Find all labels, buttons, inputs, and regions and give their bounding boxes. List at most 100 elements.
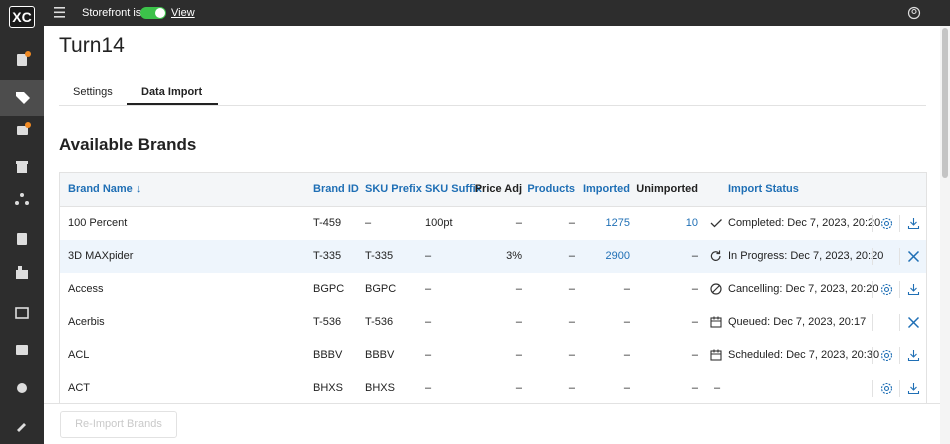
footer-divider (44, 403, 940, 404)
column-header[interactable]: Products (527, 183, 575, 195)
icon-cal (710, 316, 723, 329)
scrollbar (940, 26, 950, 444)
separator (899, 380, 900, 397)
sidebar: XC (0, 0, 44, 444)
table-cell: – (425, 382, 432, 394)
page-title: Turn14 (59, 34, 125, 57)
table-cell: Access (68, 283, 104, 295)
storefront-toggle[interactable] (140, 7, 166, 19)
table-cell: – (425, 349, 432, 361)
table-cell: Scheduled: Dec 7, 2023, 20:30 (728, 349, 880, 361)
table-cell: – (691, 382, 698, 394)
column-header: Unimported (636, 183, 698, 195)
icon-dl[interactable] (907, 382, 920, 395)
table-cell: 3D MAXpider (68, 250, 134, 262)
reimport-button: Re-Import Brands (60, 411, 177, 438)
account-icon[interactable] (907, 6, 921, 20)
icon-check (710, 217, 723, 230)
tab-active[interactable]: Data Import (141, 86, 203, 98)
table-cell: BGPC (313, 283, 345, 295)
table-cell: – (365, 217, 372, 229)
table-cell: – (515, 382, 522, 394)
table-cell: T-335 (365, 250, 394, 262)
column-header[interactable]: SKU Suffix (425, 183, 482, 195)
column-header[interactable]: Import Status (728, 183, 799, 195)
icon-x[interactable] (907, 250, 920, 263)
icon-x[interactable] (907, 316, 920, 329)
table-cell: 3% (506, 250, 522, 262)
icon-gear[interactable] (880, 382, 893, 395)
separator (899, 314, 900, 331)
table-cell: Queued: Dec 7, 2023, 20:17 (728, 316, 867, 328)
table-cell: T-459 (313, 217, 342, 229)
table-cell: – (515, 283, 522, 295)
tab-divider (59, 105, 926, 106)
table-cell: – (691, 283, 698, 295)
table-row (60, 306, 926, 340)
separator (899, 347, 900, 364)
icon-sync (710, 250, 723, 263)
icon-dl[interactable] (907, 283, 920, 296)
table-cell: T-536 (365, 316, 394, 328)
table-cell: – (714, 382, 721, 394)
separator (872, 380, 873, 397)
table-cell: – (568, 316, 575, 328)
icon-gear[interactable] (880, 283, 893, 296)
table-cell: – (623, 349, 630, 361)
menu-icon[interactable] (54, 7, 66, 18)
table-cell: 100pt (425, 217, 453, 229)
table-cell: BBBV (313, 349, 343, 361)
table-cell: 1275 (605, 217, 630, 229)
table-cell: – (425, 250, 432, 262)
table-cell: ACL (68, 349, 90, 361)
nav-icons[interactable] (15, 51, 31, 432)
icon-dl[interactable] (907, 349, 920, 362)
header-row (60, 173, 926, 207)
column-header[interactable]: Brand Name ↓ (68, 183, 142, 195)
table-cell: 2900 (605, 250, 630, 262)
separator (872, 248, 873, 265)
tab[interactable]: Settings (73, 86, 113, 98)
table-cell: BBBV (365, 349, 395, 361)
brands-table: Brand Name ↓ Brand ID SKU Prefix SKU Suffix… (59, 172, 927, 404)
table-cell: – (691, 349, 698, 361)
table-cell: T-536 (313, 316, 342, 328)
section-title: Available Brands (59, 135, 197, 154)
table-cell: Completed: Dec 7, 2023, 20:20 (728, 217, 881, 229)
table-row (60, 372, 926, 404)
table-cell: 100 Percent (68, 217, 128, 229)
column-header[interactable]: Brand ID (313, 183, 359, 195)
icon-ban (710, 283, 723, 296)
table-cell: – (691, 250, 698, 262)
table-cell: – (515, 217, 522, 229)
table-cell: BHXS (365, 382, 395, 394)
table-cell: – (568, 382, 575, 394)
column-header[interactable]: Imported (582, 183, 630, 195)
column-header: Price Adj (474, 183, 522, 195)
table-cell: – (515, 349, 522, 361)
table-cell: – (568, 349, 575, 361)
icon-gear[interactable] (880, 349, 893, 362)
separator (899, 248, 900, 265)
icon-dl[interactable] (907, 217, 920, 230)
separator (872, 347, 873, 364)
column-header[interactable]: SKU Prefix (365, 183, 422, 195)
table-cell: In Progress: Dec 7, 2023, 20:20 (728, 250, 884, 262)
table-cell: – (623, 382, 630, 394)
view-link[interactable]: View (171, 7, 195, 19)
table-cell: Acerbis (68, 316, 105, 328)
separator (872, 314, 873, 331)
table-cell: – (691, 316, 698, 328)
table-cell: Cancelling: Dec 7, 2023, 20:20 (728, 283, 879, 295)
icon-gear[interactable] (880, 217, 893, 230)
table-cell: – (425, 316, 432, 328)
table-cell: ACT (68, 382, 90, 394)
table-cell: BHXS (313, 382, 343, 394)
separator (899, 281, 900, 298)
table-cell: – (623, 316, 630, 328)
table-cell: – (568, 283, 575, 295)
tab-underline (127, 103, 218, 105)
table-row (60, 273, 926, 307)
logo[interactable]: XC (9, 6, 35, 28)
